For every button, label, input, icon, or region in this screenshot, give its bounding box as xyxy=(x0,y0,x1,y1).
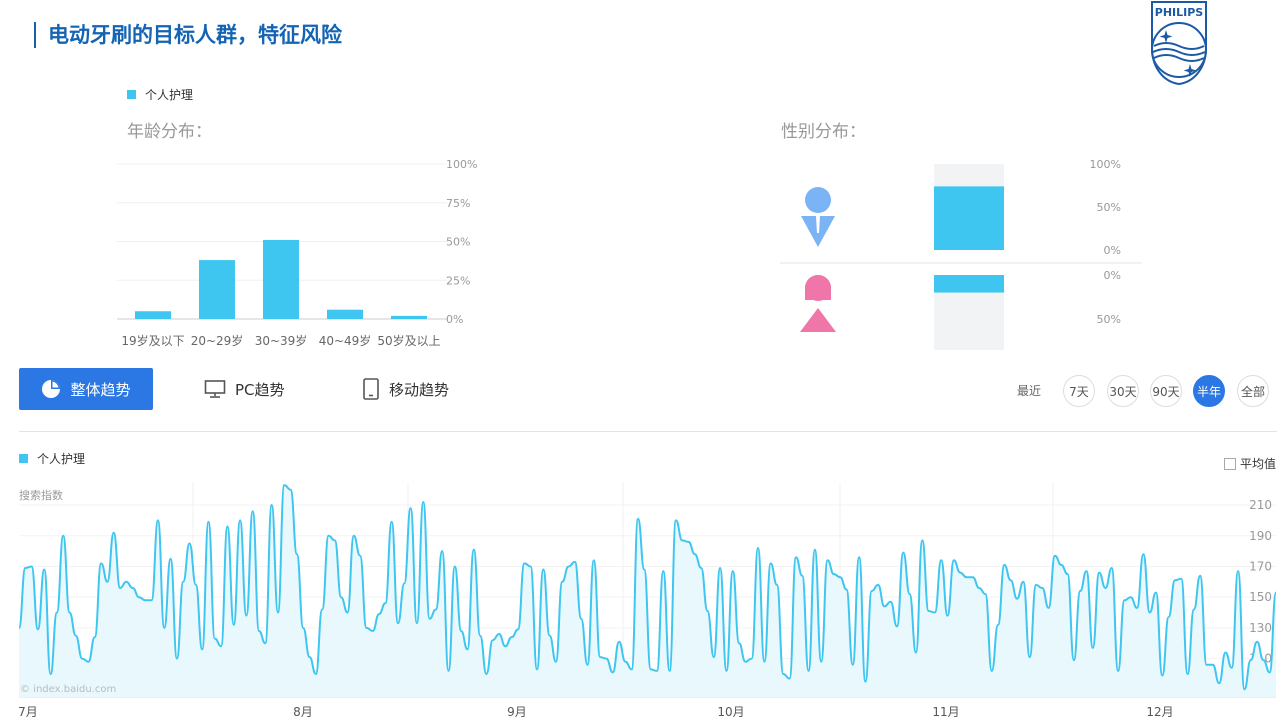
philips-logo: PHILIPS xyxy=(1151,1,1207,86)
age-category-label: 50岁及以上 xyxy=(377,333,440,348)
female-ytick-label: 0% xyxy=(1104,269,1121,282)
range-90d-button[interactable]: 90天 xyxy=(1150,375,1182,407)
male-ytick-label: 100% xyxy=(1090,158,1121,171)
trend-xtick-label: 7月 xyxy=(18,705,38,719)
tab-overall-trend[interactable]: 整体趋势 xyxy=(19,368,153,410)
average-checkbox[interactable]: 平均值 xyxy=(1224,455,1276,472)
male-bar xyxy=(934,186,1004,250)
age-bar xyxy=(135,311,171,319)
tab-pc-trend[interactable]: PC趋势 xyxy=(204,368,285,410)
trend-ytick-label: 130 xyxy=(1249,621,1272,635)
trend-ytick-label: 150 xyxy=(1249,590,1272,604)
page-title: 电动牙刷的目标人群，特征风险 xyxy=(34,22,342,48)
recent-label: 最近 xyxy=(1017,384,1042,398)
trend-xtick-label: 8月 xyxy=(293,705,313,719)
mobile-icon xyxy=(363,378,379,400)
pie-chart-icon xyxy=(42,380,61,398)
range-30d-button[interactable]: 30天 xyxy=(1107,375,1139,407)
age-section-label: 年龄分布： xyxy=(127,122,212,142)
tab-mobile-trend[interactable]: 移动趋势 xyxy=(362,368,449,410)
trend-ytick-label: 190 xyxy=(1249,529,1272,543)
female-bar xyxy=(934,275,1004,293)
section-divider xyxy=(19,431,1277,432)
age-ytick-label: 100% xyxy=(446,158,477,171)
trend-legend[interactable]: 个人护理 xyxy=(19,450,85,467)
trend-ytick-label: 210 xyxy=(1249,498,1272,512)
trend-area xyxy=(19,485,1276,697)
age-category-label: 30~39岁 xyxy=(255,333,308,348)
range-all-button[interactable]: 全部 xyxy=(1237,375,1269,407)
age-bar xyxy=(391,315,427,319)
male-ytick-label: 50% xyxy=(1097,201,1121,214)
trend-xtick-label: 12月 xyxy=(1146,705,1173,719)
trend-ylabel: 搜索指数 xyxy=(19,489,63,502)
age-ytick-label: 0% xyxy=(446,313,463,326)
trend-line xyxy=(18,484,1277,691)
range-half-year-button[interactable]: 半年 xyxy=(1193,375,1225,407)
watermark: © index.baidu.com xyxy=(20,684,117,695)
trend-ytick-label: 170 xyxy=(1249,559,1272,573)
age-bar xyxy=(199,260,235,319)
range-7d-button[interactable]: 7天 xyxy=(1063,375,1095,407)
svg-text:PHILIPS: PHILIPS xyxy=(1155,6,1204,19)
male-icon xyxy=(801,187,835,247)
age-ytick-label: 25% xyxy=(446,274,470,287)
age-chart: 100% 75% 50% 25% 0% 19岁及以下 20~29岁 30~39岁 40~49岁 5… xyxy=(117,158,477,348)
age-category-label: 20~29岁 xyxy=(191,333,244,348)
age-ytick-label: 50% xyxy=(446,236,470,249)
female-ytick-label: 50% xyxy=(1097,313,1121,326)
gender-section-label: 性别分布： xyxy=(781,122,866,142)
age-legend[interactable]: 个人护理 xyxy=(127,86,193,103)
male-ytick-label: 0% xyxy=(1104,244,1121,257)
female-icon xyxy=(800,275,836,332)
trend-xtick-label: 11月 xyxy=(932,705,959,719)
gender-chart: 100% 50% 0% 0% 50% xyxy=(780,158,1142,350)
age-category-label: 40~49岁 xyxy=(319,333,372,348)
trend-xtick-label: 10月 xyxy=(717,705,744,719)
trend-xtick-label: 9月 xyxy=(507,705,527,719)
monitor-icon xyxy=(204,380,226,398)
age-ytick-label: 75% xyxy=(446,197,470,210)
age-category-label: 19岁及以下 xyxy=(121,333,184,348)
trend-chart: 210190170150130110907月8月9月10月11月12月 xyxy=(18,482,1277,719)
age-bar xyxy=(327,309,363,319)
age-bar xyxy=(263,239,299,319)
